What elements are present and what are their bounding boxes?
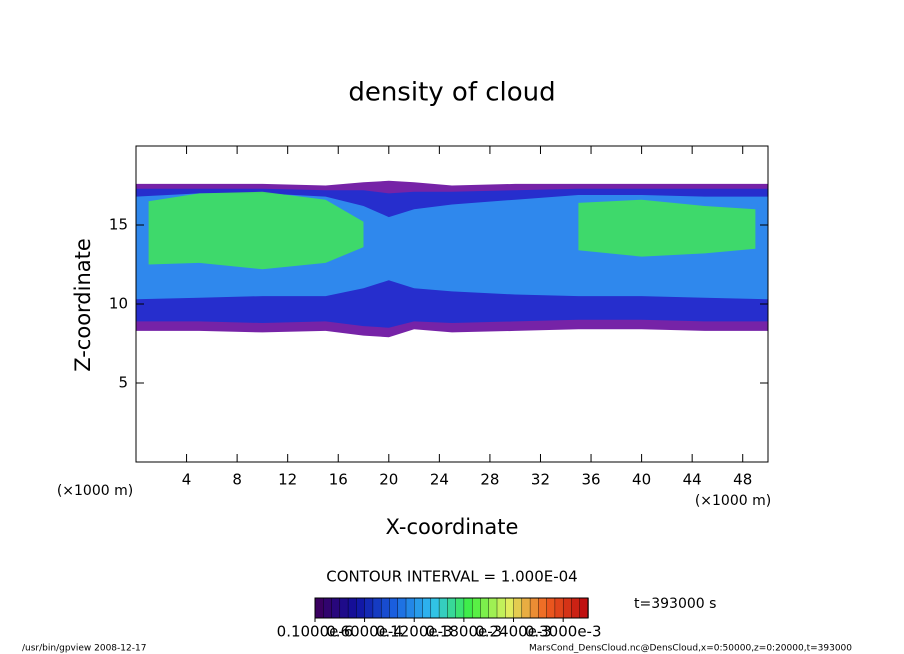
colorbar-swatch bbox=[546, 597, 556, 619]
x-tick-label: 48 bbox=[733, 471, 752, 489]
colorbar-swatch bbox=[372, 597, 382, 619]
colorbar-swatch bbox=[529, 597, 540, 619]
time-label: t=393000 s bbox=[634, 596, 716, 612]
colorbar-swatch bbox=[562, 597, 573, 619]
colorbar-swatch bbox=[414, 597, 424, 619]
colorbar-swatch bbox=[405, 597, 415, 619]
colorbar-swatch bbox=[447, 597, 457, 619]
colorbar-swatch bbox=[554, 597, 564, 619]
colorbar-swatch bbox=[496, 597, 506, 619]
footer-left: /usr/bin/gpview 2008-12-17 bbox=[22, 644, 146, 654]
colorbar-tick-label: 0.1200e-3 bbox=[376, 623, 453, 641]
colorbar-swatch bbox=[538, 597, 548, 619]
colorbar-swatch bbox=[480, 597, 490, 619]
x-tick-label: 32 bbox=[531, 471, 550, 489]
colorbar-swatch bbox=[314, 597, 324, 619]
colorbar-swatch bbox=[331, 597, 341, 619]
colorbar-swatch bbox=[571, 597, 581, 619]
colorbar-swatch bbox=[422, 597, 432, 619]
colorbar-swatch bbox=[471, 597, 482, 619]
footer-right: MarsCond_DensCloud.nc@DensCloud,x=0:5000… bbox=[529, 644, 852, 654]
chart-title: density of cloud bbox=[348, 78, 555, 108]
colorbar-swatch bbox=[364, 597, 374, 619]
density-layer bbox=[148, 191, 756, 270]
colorbar-frame bbox=[314, 597, 589, 619]
colorbar-swatch bbox=[323, 597, 333, 619]
x-axis-label: X-coordinate bbox=[386, 515, 519, 539]
colorbar-swatch bbox=[488, 597, 498, 619]
colorbar-swatch bbox=[397, 597, 407, 619]
x-tick-label: 44 bbox=[683, 471, 702, 489]
colorbar-tick-label: 0.6000e-4 bbox=[326, 623, 403, 641]
x-tick-label: 20 bbox=[379, 471, 398, 489]
colorbar-swatch bbox=[505, 597, 515, 619]
colorbar-swatch bbox=[455, 597, 465, 619]
x-tick-label: 40 bbox=[632, 471, 651, 489]
colorbar-swatch bbox=[356, 597, 366, 619]
colorbar-tick-label: 0.2400e-3 bbox=[475, 623, 552, 641]
colorbar-swatch bbox=[438, 597, 449, 619]
colorbar-swatch bbox=[463, 597, 473, 619]
colorbar-swatch bbox=[380, 597, 391, 619]
colorbar-tick-label: 0.1800e-3 bbox=[426, 623, 503, 641]
colorbar-swatch bbox=[430, 597, 440, 619]
x-tick-label: 8 bbox=[232, 471, 242, 489]
x-tick-label: 16 bbox=[329, 471, 348, 489]
y-unit: (×1000 m) bbox=[57, 483, 133, 499]
y-axis-label: Z-coordinate bbox=[71, 238, 95, 372]
y-tick-label: 10 bbox=[109, 295, 128, 313]
x-tick-label: 36 bbox=[581, 471, 600, 489]
colorbar-swatch bbox=[339, 597, 349, 619]
colorbar-swatch bbox=[513, 597, 523, 619]
colorbar-swatch bbox=[389, 597, 399, 619]
contour-interval: CONTOUR INTERVAL = 1.000E-04 bbox=[326, 568, 577, 586]
x-unit: (×1000 m) bbox=[695, 493, 771, 509]
colorbar-tick-label: 0.3000e-3 bbox=[525, 623, 602, 641]
x-tick-label: 24 bbox=[430, 471, 449, 489]
colorbar-swatch bbox=[347, 597, 358, 619]
y-tick-label: 5 bbox=[118, 374, 128, 392]
x-tick-label: 28 bbox=[480, 471, 499, 489]
colorbar-swatch bbox=[521, 597, 531, 619]
x-tick-label: 12 bbox=[278, 471, 297, 489]
colorbar-tick-label: 0.1000e-6 bbox=[277, 623, 354, 641]
colorbar-swatch bbox=[579, 597, 589, 619]
y-tick-label: 15 bbox=[109, 216, 128, 234]
x-tick-label: 4 bbox=[182, 471, 192, 489]
